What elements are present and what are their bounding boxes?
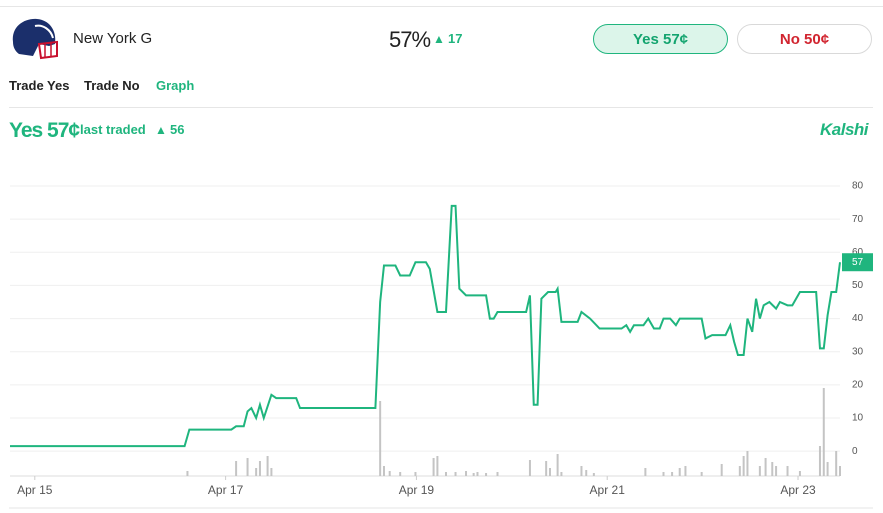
y-tick-label: 50 (852, 280, 864, 291)
top-rule (0, 6, 883, 7)
change: 17 (448, 31, 463, 46)
y-tick-label: 70 (852, 214, 864, 225)
volume-bar (738, 466, 741, 476)
volume-bar (644, 468, 647, 476)
chance: 57% (389, 27, 431, 52)
volume-bar (472, 473, 475, 476)
volume-bar (771, 462, 774, 476)
graph-label: last traded (80, 122, 146, 137)
volume-bar (414, 472, 417, 476)
y-tick-label: 10 (852, 413, 864, 424)
volume-bar (432, 458, 435, 476)
volume-bar (476, 472, 479, 476)
tab-rule (9, 107, 873, 108)
y-tick-label: 40 (852, 313, 864, 324)
volume-bar (255, 468, 258, 476)
volume-bar (465, 471, 468, 476)
volume-bar (678, 468, 681, 476)
y-tick-label: 30 (852, 346, 864, 357)
volume-bar (822, 388, 825, 476)
last-price-label: 57 (852, 257, 864, 268)
volume-bar (556, 454, 559, 476)
volume-bar (818, 446, 821, 476)
volume-bar (382, 466, 385, 476)
team-helmet (12, 18, 58, 60)
x-tick-label: Apr 21 (590, 483, 626, 497)
volume-bar (545, 461, 548, 476)
volume-bar (454, 472, 457, 476)
volume-bar (379, 401, 382, 476)
volume-bar (700, 472, 703, 476)
volume-bar (592, 473, 595, 476)
volume-bar (764, 458, 767, 476)
x-tick-label: Apr 15 (17, 483, 53, 497)
volume-bar (496, 472, 499, 476)
yes-button[interactable]: Yes 57¢ (593, 24, 728, 54)
volume-bar (758, 466, 761, 476)
volume-bar (270, 468, 273, 476)
volume-bar (444, 472, 447, 476)
volume-bar (258, 461, 261, 476)
tab-active[interactable]: Graph (156, 78, 195, 93)
price-line (10, 204, 841, 448)
volume-bar (662, 472, 665, 476)
graph-arrow: ▲ (155, 123, 167, 137)
volume-bar (786, 466, 789, 476)
volume-bar (671, 472, 674, 476)
x-tick-label: Apr 17 (208, 483, 244, 497)
volume-bar (580, 466, 583, 476)
brand-logo: Kalshi (820, 120, 869, 139)
volume-bar (742, 456, 745, 476)
volume-bar (436, 456, 439, 476)
y-tick-label: 80 (852, 181, 864, 192)
y-tick-label: 0 (852, 446, 858, 457)
volume-bar (399, 472, 402, 476)
volume-bar (798, 471, 801, 476)
graph-price: Yes 57¢ (9, 119, 80, 142)
volume-bar (839, 466, 841, 476)
y-tick-label: 20 (852, 379, 864, 390)
tab[interactable]: Trade Yes (9, 78, 70, 93)
volume-bar (684, 466, 687, 476)
graph-change: 56 (170, 122, 185, 137)
volume-bar (775, 466, 778, 476)
x-tick-label: Apr 19 (399, 483, 435, 497)
volume-bar (560, 472, 563, 476)
volume-bar (585, 470, 588, 476)
volume-bar (720, 464, 723, 476)
volume-bar (528, 460, 531, 476)
volume-bar (485, 473, 488, 476)
volume-bar (548, 468, 551, 476)
volume-bar (186, 471, 189, 476)
last-price-tag (842, 253, 873, 272)
volume-bar (235, 461, 238, 476)
volume-bar (388, 471, 391, 476)
change-arrow: ▲ (433, 32, 445, 46)
no-button[interactable]: No 50¢ (737, 24, 872, 54)
volume-bar (835, 451, 838, 476)
y-tick-label: 60 (852, 247, 864, 258)
volume-bar (266, 456, 269, 476)
volume-bar (826, 462, 829, 476)
x-tick-label: Apr 23 (780, 483, 816, 497)
team-name: New York G (73, 30, 153, 47)
volume-bar (246, 458, 249, 476)
tab[interactable]: Trade No (84, 78, 140, 93)
volume-bar (746, 451, 749, 476)
